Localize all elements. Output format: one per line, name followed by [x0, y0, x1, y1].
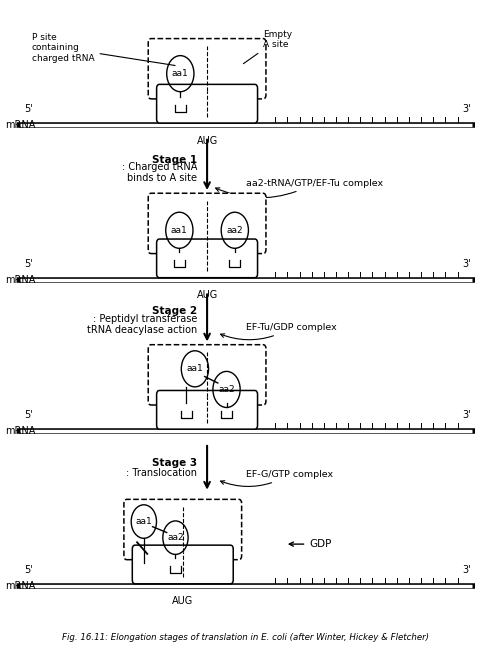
Text: GDP: GDP [289, 539, 332, 549]
FancyBboxPatch shape [148, 38, 266, 99]
Text: P site
containing
charged tRNA: P site containing charged tRNA [32, 33, 175, 66]
Text: mRNA: mRNA [5, 581, 35, 591]
Text: 5': 5' [25, 259, 33, 269]
Text: Fig. 16.11: Elongation stages of translation in E. coli (after Winter, Hickey & : Fig. 16.11: Elongation stages of transla… [62, 633, 430, 642]
FancyBboxPatch shape [156, 84, 257, 123]
Text: 3': 3' [462, 565, 471, 575]
Text: aa2: aa2 [218, 385, 235, 394]
Text: aa2: aa2 [226, 226, 243, 235]
Text: 5': 5' [25, 104, 33, 114]
Text: EF-Tu/GDP complex: EF-Tu/GDP complex [220, 323, 337, 340]
Text: : Peptidyl transferase
tRNA deacylase action: : Peptidyl transferase tRNA deacylase ac… [87, 313, 197, 335]
Text: 3': 3' [462, 259, 471, 269]
Text: aa1: aa1 [171, 226, 188, 235]
Text: 3': 3' [462, 410, 471, 421]
Text: AUG: AUG [172, 596, 193, 606]
Text: mRNA: mRNA [5, 120, 35, 130]
Text: 5': 5' [25, 565, 33, 575]
Text: aa1: aa1 [172, 69, 189, 78]
Text: aa1: aa1 [186, 364, 203, 373]
Text: Stage 2: Stage 2 [152, 306, 197, 317]
Text: : Translocation: : Translocation [126, 468, 197, 478]
Text: mRNA: mRNA [5, 275, 35, 285]
Text: mRNA: mRNA [5, 426, 35, 436]
Text: AUG: AUG [196, 290, 217, 300]
FancyBboxPatch shape [132, 545, 233, 584]
Text: 5': 5' [25, 410, 33, 421]
Text: Empty
A site: Empty A site [244, 30, 292, 64]
FancyBboxPatch shape [148, 344, 266, 405]
Text: aa2-tRNA/GTP/EF-Tu complex: aa2-tRNA/GTP/EF-Tu complex [215, 179, 383, 198]
FancyBboxPatch shape [156, 391, 257, 429]
FancyBboxPatch shape [148, 193, 266, 254]
Text: EF-G/GTP complex: EF-G/GTP complex [220, 470, 333, 486]
Text: : Charged tRNA
binds to A site: : Charged tRNA binds to A site [122, 162, 197, 183]
Text: Stage 3: Stage 3 [152, 458, 197, 467]
FancyBboxPatch shape [156, 239, 257, 278]
Text: aa2: aa2 [167, 533, 184, 542]
Text: 3': 3' [462, 104, 471, 114]
Text: Stage 1: Stage 1 [152, 155, 197, 164]
FancyBboxPatch shape [124, 499, 242, 560]
Text: AUG: AUG [196, 136, 217, 146]
Text: aa1: aa1 [135, 517, 152, 526]
